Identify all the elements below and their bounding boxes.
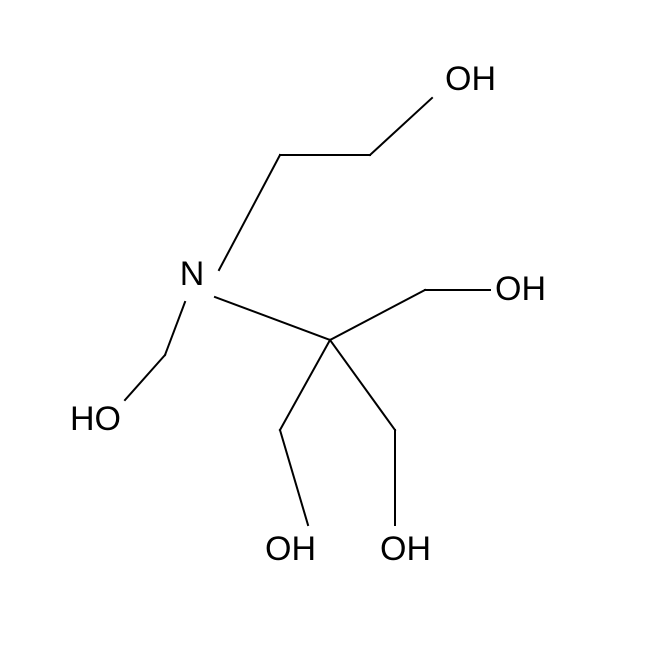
atom-label-OH5: OH	[380, 530, 431, 568]
bond	[280, 340, 330, 430]
bond	[125, 355, 165, 400]
bond	[219, 155, 280, 270]
atom-label-N: N	[180, 255, 205, 293]
bond	[370, 98, 432, 155]
atom-label-OH3: HO	[70, 400, 121, 438]
bond	[165, 302, 185, 355]
atom-label-OH2: OH	[495, 270, 546, 308]
bond	[215, 297, 330, 340]
atom-label-OH1: OH	[445, 60, 496, 98]
atom-label-OH4: OH	[265, 530, 316, 568]
bond	[330, 340, 395, 430]
chemical-structure-diagram: N OH OH HO OH OH	[0, 0, 650, 650]
bond	[330, 290, 425, 340]
bond	[280, 430, 308, 525]
